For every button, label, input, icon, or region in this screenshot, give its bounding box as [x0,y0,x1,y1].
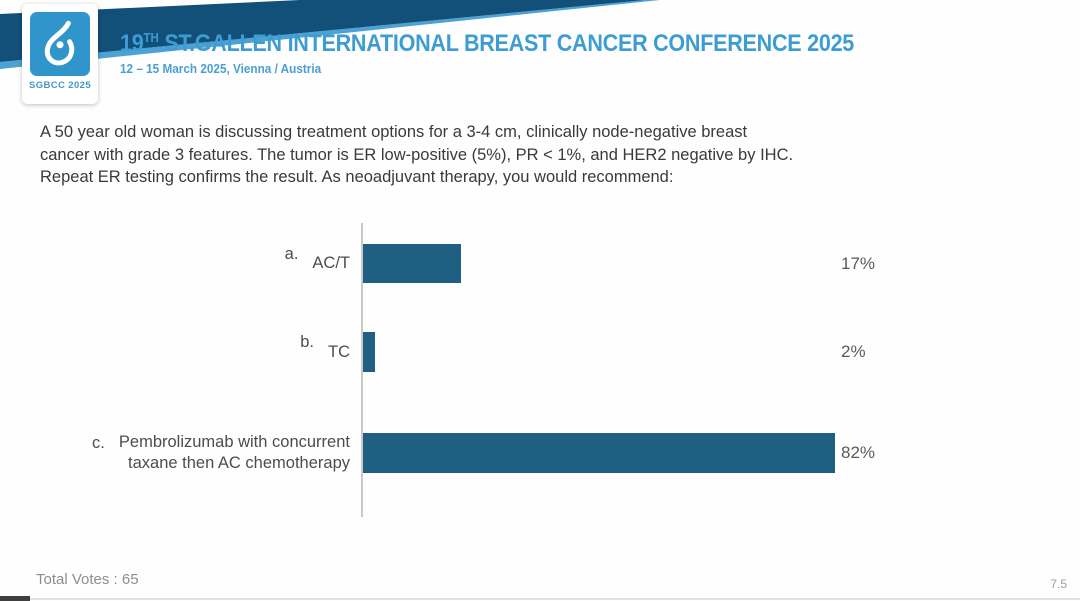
conference-subtitle: 12 – 15 March 2025, Vienna / Austria [120,62,322,76]
option-label: b. TC [0,332,350,372]
option-label: a. AC/T [0,244,350,283]
question-line: Repeat ER testing confirms the result. A… [40,168,674,186]
result-percentage: 82% [841,443,876,462]
conference-title: 19TH ST.GALLEN INTERNATIONAL BREAST CANC… [120,30,855,57]
breast-drop-icon [30,12,90,76]
question-line: cancer with grade 3 features. The tumor … [40,145,794,164]
option-text: Pembrolizumab with concurrent taxane then… [118,433,350,472]
question-line: A 50 year old woman is discussing treatm… [40,123,748,141]
option-letter: c. [92,434,105,452]
option-text: AC/T [312,254,350,272]
option-label: c. Pembrolizumab with concurrent taxane th… [0,433,350,473]
conference-logo: SGBCC 2025 [22,4,98,104]
result-bar [363,244,461,283]
result-bar [363,332,375,372]
result-percentage: 17% [841,253,876,273]
page-number: 7.5 [1050,577,1067,591]
video-progress-played[interactable] [0,596,30,601]
question-text: A 50 year old woman is discussing treatm… [40,121,1050,189]
option-letter: a. [284,245,299,263]
option-text: TC [328,342,350,361]
result-percentage: 2% [841,342,866,361]
result-bar [363,433,835,473]
chart-axis-line [361,223,363,517]
video-progress-track[interactable] [0,598,1080,600]
total-votes-label: Total Votes : 65 [36,571,139,588]
logo-label: SGBCC 2025 [28,80,92,91]
option-letter: b. [300,333,314,351]
